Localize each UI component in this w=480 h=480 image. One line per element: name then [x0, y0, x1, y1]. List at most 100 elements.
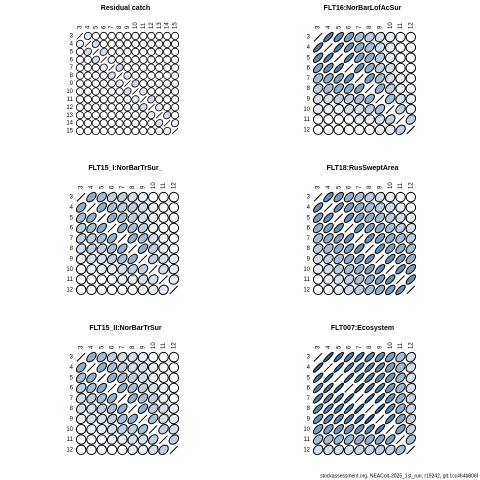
correlation-ellipse [333, 284, 344, 296]
correlation-ellipse [76, 32, 84, 40]
correlation-ellipse [158, 372, 169, 383]
correlation-ellipse [91, 87, 100, 96]
correlation-ellipse [323, 52, 334, 63]
correlation-ellipse [364, 62, 375, 74]
row-label: 10 [303, 267, 310, 273]
correlation-ellipse [106, 413, 118, 425]
column-label: 4 [89, 345, 95, 349]
correlation-ellipse [96, 253, 107, 265]
correlation-ellipse [385, 42, 396, 53]
correlation-ellipse [324, 363, 333, 372]
column-label: 11 [141, 22, 147, 29]
correlation-ellipse [137, 424, 149, 435]
correlation-ellipse [406, 285, 416, 295]
correlation-ellipse [354, 42, 365, 53]
correlation-ellipse [124, 80, 131, 87]
correlation-ellipse [343, 93, 355, 105]
correlation-ellipse [155, 103, 164, 112]
correlation-ellipse [395, 222, 406, 234]
correlation-ellipse [83, 111, 92, 120]
correlation-ellipse [365, 84, 375, 94]
correlation-ellipse [374, 372, 386, 383]
correlation-ellipse [106, 274, 118, 285]
correlation-ellipse [123, 39, 132, 48]
correlation-ellipse [395, 73, 406, 84]
correlation-ellipse [131, 39, 140, 48]
correlation-ellipse [323, 104, 334, 115]
correlation-ellipse [148, 253, 159, 265]
correlation-ellipse [354, 243, 365, 254]
correlation-ellipse [97, 373, 107, 383]
correlation-ellipse [75, 111, 85, 120]
correlation-ellipse [323, 351, 334, 363]
correlation-ellipse [148, 351, 159, 363]
correlation-ellipse [131, 55, 140, 64]
correlation-ellipse [139, 31, 148, 41]
row-label: 5 [307, 215, 311, 221]
correlation-ellipse [168, 382, 180, 394]
correlation-ellipse [312, 274, 324, 285]
correlation-ellipse [312, 233, 324, 244]
correlation-ellipse [127, 222, 138, 234]
correlation-ellipse [405, 372, 417, 383]
correlation-ellipse [96, 434, 107, 445]
correlation-ellipse [395, 52, 406, 63]
correlation-ellipse [139, 39, 148, 48]
correlation-ellipse [385, 233, 396, 244]
correlation-ellipse [170, 63, 180, 72]
correlation-ellipse [312, 362, 324, 373]
correlation-ellipse [86, 264, 97, 275]
correlation-ellipse [147, 126, 156, 136]
correlation-ellipse [106, 424, 118, 435]
correlation-ellipse [385, 403, 396, 414]
correlation-ellipse [365, 404, 375, 414]
correlation-ellipse [385, 202, 396, 213]
correlation-ellipse [324, 203, 333, 212]
correlation-ellipse [163, 31, 172, 41]
correlation-ellipse [374, 62, 386, 74]
correlation-ellipse [343, 124, 355, 136]
correlation-ellipse [374, 444, 386, 456]
correlation-ellipse [117, 424, 128, 435]
correlation-ellipse [127, 284, 138, 296]
correlation-ellipse [83, 126, 92, 136]
correlation-ellipse [99, 63, 108, 72]
column-label: 4 [326, 25, 332, 29]
correlation-ellipse [115, 47, 124, 56]
correlation-ellipse [106, 403, 118, 414]
correlation-ellipse [75, 39, 85, 48]
column-label: 8 [367, 25, 373, 29]
correlation-ellipse [405, 274, 417, 285]
column-label: 10 [388, 22, 394, 29]
correlation-ellipse [86, 233, 97, 244]
panel-title: FLT16:NorBarLofAcSur [324, 5, 402, 12]
correlation-ellipse [75, 233, 87, 244]
panel-title: FLT15_II:NorBarTrSur [89, 325, 161, 332]
correlation-ellipse [323, 191, 334, 203]
correlation-ellipse [364, 413, 375, 425]
correlation-ellipse [323, 124, 334, 136]
correlation-ellipse [313, 32, 323, 42]
correlation-ellipse [364, 424, 375, 435]
correlation-ellipse [127, 444, 138, 456]
correlation-ellipse [83, 55, 92, 64]
panel-title: FLT18:RusSweptArea [327, 165, 399, 172]
correlation-ellipse [343, 424, 355, 435]
correlation-ellipse [364, 31, 375, 43]
column-label: 9 [125, 25, 131, 29]
correlation-ellipse [83, 79, 92, 88]
correlation-ellipse [97, 213, 107, 223]
correlation-ellipse [323, 382, 334, 394]
correlation-ellipse [117, 222, 128, 234]
row-label: 14 [66, 121, 73, 127]
correlation-ellipse [148, 212, 159, 223]
correlation-ellipse [147, 103, 155, 111]
correlation-ellipse [117, 351, 128, 363]
correlation-ellipse [364, 444, 375, 456]
correlation-ellipse [75, 382, 87, 394]
correlation-ellipse [343, 393, 355, 404]
correlation-ellipse [96, 233, 107, 244]
row-label: 7 [307, 76, 311, 82]
correlation-ellipse [117, 233, 127, 243]
column-label: 9 [141, 345, 147, 349]
